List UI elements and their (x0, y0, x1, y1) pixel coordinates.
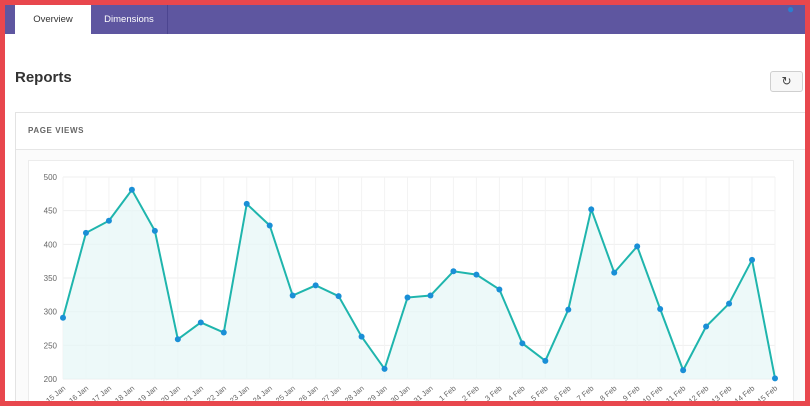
tab-bar: Overview Dimensions ● (5, 5, 805, 34)
x-tick-label: 30 Jan (389, 384, 412, 401)
y-tick-label: 450 (44, 207, 58, 216)
x-tick-label: 14 Feb (733, 384, 757, 401)
data-point (60, 314, 66, 321)
data-point (243, 200, 250, 207)
x-tick-label: 16 Jan (67, 384, 90, 401)
x-tick-label: 19 Jan (136, 384, 159, 401)
x-tick-label: 22 Jan (205, 384, 228, 401)
refresh-button[interactable]: ↻ (770, 71, 803, 92)
data-point (427, 292, 434, 299)
tab-overview[interactable]: Overview (15, 5, 91, 34)
x-tick-label: 12 Feb (687, 384, 711, 401)
data-point (220, 329, 227, 336)
data-point (312, 282, 319, 289)
x-tick-label: 17 Jan (90, 384, 113, 401)
x-tick-label: 27 Jan (320, 384, 343, 401)
data-point (726, 300, 733, 307)
data-point (496, 286, 503, 293)
series-line (62, 187, 776, 379)
data-point (174, 336, 181, 343)
data-point (266, 222, 273, 229)
tab-dimensions[interactable]: Dimensions (91, 5, 168, 34)
x-tick-label: 21 Jan (182, 384, 205, 401)
data-point (473, 271, 480, 278)
y-tick-label: 250 (44, 341, 58, 350)
page-views-panel: PAGE VIEWS 500 450 400 350 300 250 200 15 Jan 16… (15, 112, 805, 401)
data-point (358, 333, 365, 340)
y-tick-label: 500 (44, 173, 58, 182)
x-tick-label: 11 Feb (664, 384, 687, 401)
x-tick-label: 3 Feb (483, 384, 503, 401)
refresh-icon: ↻ (781, 74, 792, 88)
user-icon[interactable]: ● (787, 5, 795, 16)
x-tick-label: 31 Jan (412, 384, 435, 401)
x-tick-label: 23 Jan (228, 384, 251, 401)
data-point (680, 367, 687, 374)
data-point (404, 294, 411, 301)
x-tick-label: 29 Jan (366, 384, 389, 401)
data-point (151, 227, 158, 234)
y-tick-label: 300 (44, 308, 58, 317)
x-tick-label: 7 Feb (575, 384, 595, 401)
data-point (703, 323, 710, 330)
data-point (450, 268, 457, 275)
x-tick-label: 13 Feb (710, 384, 734, 401)
x-tick-label: 4 Feb (506, 384, 526, 401)
x-tick-label: 5 Feb (529, 384, 549, 401)
panel-title: PAGE VIEWS (28, 126, 85, 135)
data-point (519, 340, 526, 347)
data-point (128, 186, 135, 193)
x-tick-label: 6 Feb (552, 384, 572, 401)
x-tick-label: 9 Feb (621, 384, 641, 401)
data-point (611, 269, 618, 276)
data-point (335, 293, 342, 300)
x-tick-label: 24 Jan (251, 384, 274, 401)
data-point (381, 365, 388, 372)
chart-container: 500 450 400 350 300 250 200 15 Jan 16 Jan 17 Jan 1… (28, 160, 794, 401)
data-point (588, 206, 595, 213)
x-tick-label: 15 Feb (756, 384, 780, 401)
series-area (63, 189, 775, 379)
panel-header: PAGE VIEWS (16, 113, 805, 150)
data-point (657, 305, 664, 312)
data-point (542, 357, 549, 364)
x-tick-label: 26 Jan (297, 384, 320, 401)
data-point (634, 243, 641, 250)
data-point (749, 256, 756, 263)
data-point (772, 375, 778, 382)
x-tick-label: 20 Jan (159, 384, 182, 401)
x-tick-label: 8 Feb (598, 384, 618, 401)
x-tick-label: 1 Feb (437, 384, 457, 401)
y-tick-label: 200 (44, 375, 58, 384)
data-point (197, 319, 204, 326)
page-title: Reports (15, 69, 72, 86)
x-tick-label: 2 Feb (460, 384, 480, 401)
y-tick-label: 400 (44, 240, 58, 249)
data-point (565, 306, 572, 313)
x-tick-label: 18 Jan (113, 384, 136, 401)
data-point (289, 292, 296, 299)
y-tick-label: 350 (44, 274, 58, 283)
x-tick-label: 28 Jan (343, 384, 366, 401)
app-frame: Overview Dimensions ● Reports ↻ PAGE VIE… (5, 5, 805, 401)
x-tick-label: 15 Jan (44, 384, 67, 401)
x-tick-label: 25 Jan (274, 384, 297, 401)
x-tick-label: 10 Feb (641, 384, 665, 401)
data-point (82, 229, 89, 236)
data-point (105, 217, 112, 224)
